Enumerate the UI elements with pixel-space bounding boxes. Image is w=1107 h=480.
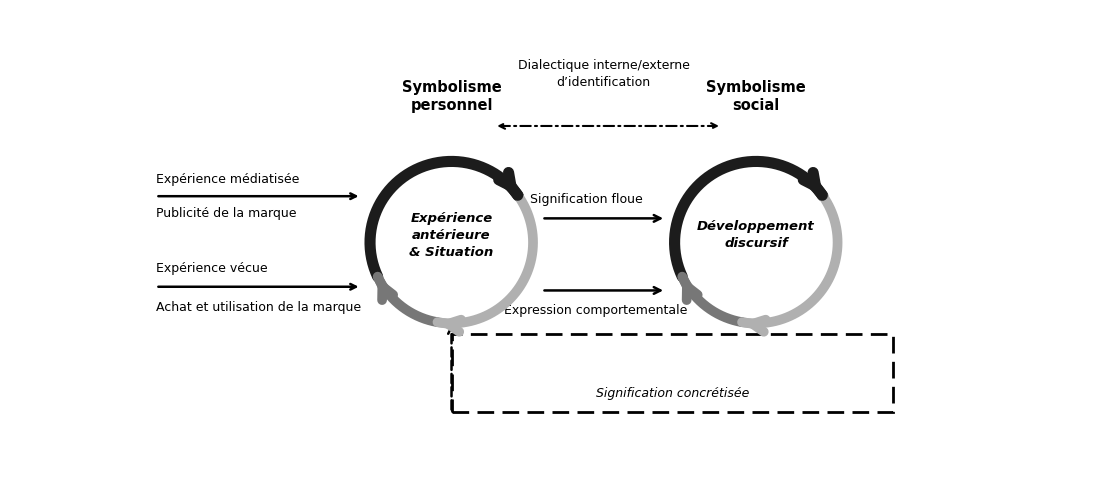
- Text: Signification concrétisée: Signification concrétisée: [596, 387, 749, 400]
- Text: Expression comportementale: Expression comportementale: [504, 304, 687, 317]
- Text: Expérience vécue: Expérience vécue: [155, 262, 267, 275]
- Text: Signification floue: Signification floue: [530, 193, 643, 206]
- Text: Publicité de la marque: Publicité de la marque: [155, 207, 296, 220]
- Text: Dialectique interne/externe
d’identification: Dialectique interne/externe d’identifica…: [518, 59, 690, 89]
- Text: Expérience médiatisée: Expérience médiatisée: [155, 173, 299, 186]
- Text: Achat et utilisation de la marque: Achat et utilisation de la marque: [155, 300, 361, 313]
- Text: Symbolisme
personnel: Symbolisme personnel: [402, 80, 501, 113]
- Text: Développement
discursif: Développement discursif: [697, 220, 815, 250]
- Bar: [452, 335, 893, 412]
- Text: Symbolisme
social: Symbolisme social: [706, 80, 806, 113]
- Text: Expérience
antérieure
& Situation: Expérience antérieure & Situation: [410, 212, 494, 259]
